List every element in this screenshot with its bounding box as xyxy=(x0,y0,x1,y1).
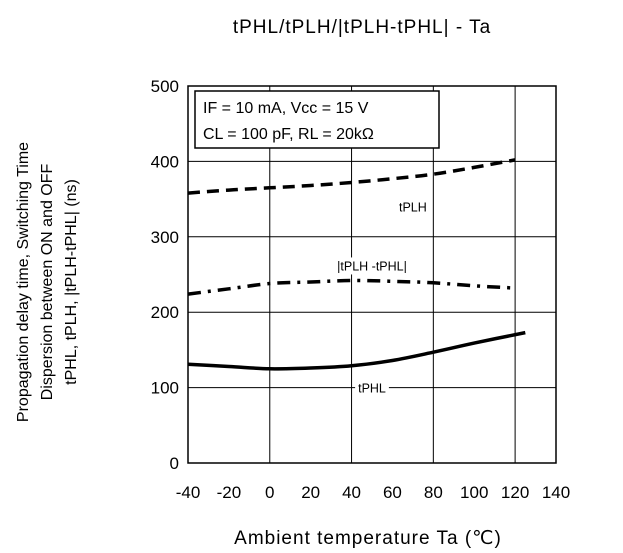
grid xyxy=(188,86,556,463)
series-labels: tPLH |tPLH -tPHL| tPHL xyxy=(334,198,430,397)
x-tick-label: 20 xyxy=(301,483,320,502)
x-tick-label: -20 xyxy=(217,483,242,502)
x-tick-label: 40 xyxy=(342,483,361,502)
series-label-bg-1 xyxy=(334,257,410,275)
y-axis-label-line-2: Dispersion between ON and OFF xyxy=(39,164,56,401)
x-axis-label: Ambient temperature Ta (℃) xyxy=(234,528,502,549)
plot-frame xyxy=(187,85,557,464)
x-tick-label: 80 xyxy=(424,483,443,502)
conditions-box-frame xyxy=(194,90,440,149)
conditions-line-1: IF = 10 mA, Vcc = 15 V xyxy=(203,100,369,117)
series-label-bg-0 xyxy=(395,198,430,216)
y-tick-label: 400 xyxy=(151,152,179,171)
series-line-0 xyxy=(187,158,516,195)
y-axis-label-line-3: tPHL, tPLH, |tPLH-tPHL| (ns) xyxy=(63,179,80,385)
series-label-1: |tPLH -tPHL| xyxy=(337,259,407,273)
y-axis-label: Propagation delay time, Switching Time D… xyxy=(15,142,80,422)
x-tick-label: 0 xyxy=(265,483,274,502)
y-tick-labels: 0 100 200 300 400 500 xyxy=(151,77,179,473)
conditions-line-2: CL = 100 pF, RL = 20kΩ xyxy=(203,126,374,143)
x-tick-labels: -40 -20 0 20 40 60 80 100 120 140 xyxy=(176,483,570,502)
y-tick-label: 100 xyxy=(151,379,179,398)
chart-title: tPHL/tPLH/|tPLH-tPHL| - Ta xyxy=(233,17,491,38)
conditions-box: IF = 10 mA, Vcc = 15 V CL = 100 pF, RL =… xyxy=(194,90,440,149)
y-tick-label: 0 xyxy=(170,454,179,473)
y-tick-label: 200 xyxy=(151,303,179,322)
series-line-1 xyxy=(187,278,516,296)
series-line-2 xyxy=(187,330,526,371)
series-label-0: tPLH xyxy=(399,201,427,215)
x-tick-label: 120 xyxy=(501,483,529,502)
y-tick-label: 500 xyxy=(151,77,179,96)
x-tick-label: 60 xyxy=(383,483,402,502)
y-tick-label: 300 xyxy=(151,228,179,247)
x-tick-label: 100 xyxy=(460,483,488,502)
x-tick-label: 140 xyxy=(542,483,570,502)
series-lines xyxy=(187,158,526,371)
series-label-bg-2 xyxy=(355,379,389,397)
series-label-2: tPHL xyxy=(358,382,386,396)
y-axis-label-line-1: Propagation delay time, Switching Time xyxy=(15,142,32,422)
x-tick-label: -40 xyxy=(176,483,201,502)
